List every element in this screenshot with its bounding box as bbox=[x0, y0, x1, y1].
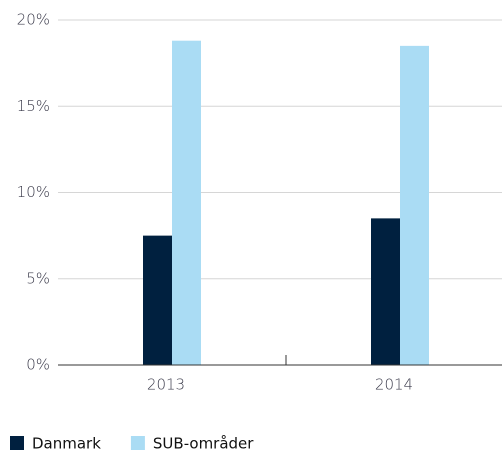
x-tick-label: 2014 bbox=[375, 376, 413, 394]
bar bbox=[371, 218, 400, 365]
y-tick-label: 20% bbox=[17, 11, 50, 29]
legend-label: SUB-områder bbox=[153, 435, 254, 453]
y-tick-label: 5% bbox=[26, 269, 50, 287]
legend-label: Danmark bbox=[32, 435, 101, 453]
bar bbox=[172, 40, 201, 365]
legend-swatch bbox=[10, 436, 24, 450]
bar bbox=[400, 45, 429, 365]
legend-swatch bbox=[130, 436, 145, 450]
y-tick-label: 10% bbox=[17, 183, 50, 201]
x-tick-label: 2013 bbox=[147, 376, 185, 394]
y-tick-label: 15% bbox=[17, 97, 50, 115]
y-tick-label: 0% bbox=[26, 356, 50, 374]
bar bbox=[143, 235, 172, 365]
